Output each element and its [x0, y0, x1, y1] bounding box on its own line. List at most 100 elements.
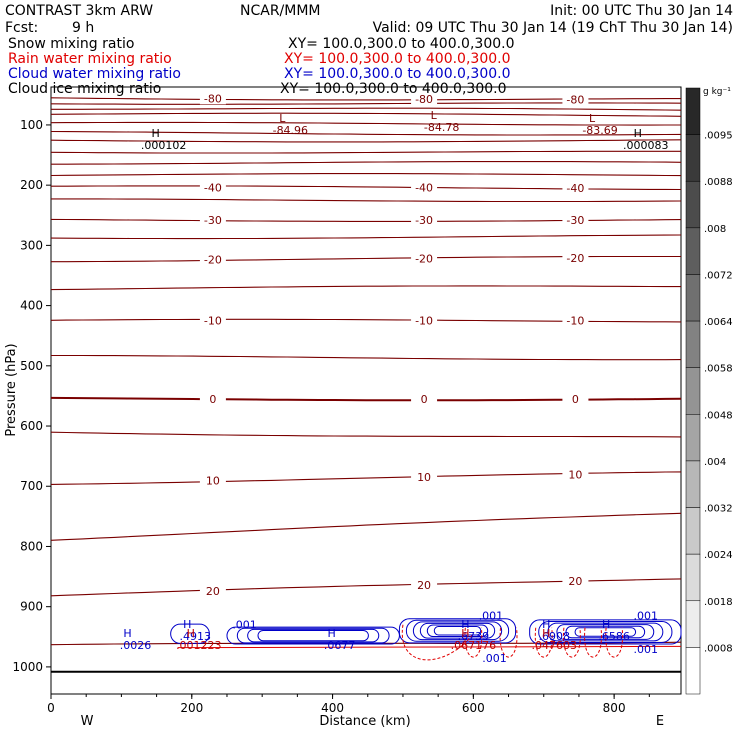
extrema-markers: L-84.96L-84.78L-83.69H.000102H.000083H.0… — [51, 109, 681, 673]
isotherm-line — [50, 139, 682, 143]
isotherm-label: -20 — [204, 254, 222, 267]
isotherm-label: -40 — [566, 182, 584, 195]
x-tick-label: 200 — [180, 701, 203, 715]
isotherm-label-bg — [562, 93, 589, 106]
colorbar-label: .0064 — [704, 317, 733, 328]
isotherm-label: 20 — [568, 575, 582, 588]
field-rain-xy: XY= 100.0,300.0 to 400.0,300.0 — [284, 51, 511, 67]
cloud-water-contour — [538, 620, 673, 643]
colorbar-label: .0048 — [704, 410, 733, 421]
colorbar-label: .0018 — [704, 597, 733, 608]
isotherm-label: 0 — [209, 393, 216, 406]
cloud-water-contour — [170, 623, 210, 644]
colorbar-swatch — [685, 507, 701, 555]
isotherm-label-bg — [411, 252, 438, 265]
extremum-value: .067176 — [451, 639, 497, 652]
rain-water-contour — [534, 627, 553, 658]
x-tick-label: 0 — [47, 701, 55, 715]
isotherm-label: 20 — [206, 585, 220, 598]
isotherm-label-bg — [199, 314, 226, 327]
cloud-water-contours — [170, 618, 682, 645]
isotherm-label-bg — [562, 181, 589, 194]
colorbar-label: .0008 — [704, 643, 733, 654]
colorbar-label: .0072 — [704, 270, 733, 281]
high-marker: H — [634, 127, 642, 140]
extremum-value: .6908 — [539, 630, 571, 643]
colorbar-label: .008 — [704, 224, 726, 235]
colorbar-swatch — [685, 647, 701, 695]
isotherm-line — [50, 234, 682, 240]
isotherm-line — [51, 161, 682, 165]
isotherm-label-bg — [199, 474, 226, 487]
isotherm-label: -40 — [415, 182, 433, 195]
fcst-label: Fcst: — [5, 20, 38, 36]
colorbar-swatch — [685, 227, 701, 275]
low-marker: L — [279, 112, 286, 125]
field-cloudwater-name: Cloud water mixing ratio — [8, 66, 181, 82]
extremum-value: -83.69 — [582, 124, 617, 137]
isotherm-label-bg — [411, 214, 438, 227]
isotherm-label: -30 — [204, 214, 222, 227]
high-marker: H — [461, 627, 469, 640]
isotherm-label: -30 — [566, 214, 584, 227]
x-tick-label: 800 — [603, 701, 626, 715]
rain-water-contour — [605, 627, 624, 658]
cloud-water-contour — [257, 629, 369, 642]
cloud-water-contour — [426, 624, 489, 638]
extremum-value: .6739 — [458, 630, 490, 643]
y-tick-label: 400 — [20, 299, 43, 313]
extremum-value: .6586 — [598, 630, 630, 643]
extremum-value: .4913 — [180, 630, 212, 643]
y-tick-label: 800 — [20, 539, 43, 553]
high-marker: H — [151, 127, 159, 140]
isotherm-label-bg — [411, 314, 438, 327]
colorbar-swatch — [685, 87, 701, 135]
high-marker: H — [542, 627, 550, 640]
high-marker: H — [542, 618, 550, 631]
x-east-label: E — [656, 714, 664, 729]
isotherm-line — [51, 198, 682, 203]
org-label: NCAR/MMM — [240, 3, 321, 19]
isotherm-contours — [50, 97, 682, 646]
cloud-water-label: .001 — [634, 610, 659, 623]
cloud-water-contour — [398, 618, 517, 644]
isotherm-line — [50, 512, 682, 541]
colorbar-label: .0032 — [704, 504, 733, 515]
isotherm-label-bg — [411, 579, 438, 592]
rain-water-contour — [584, 627, 602, 658]
field-snow-xy: XY= 100.0,300.0 to 400.0,300.0 — [288, 36, 515, 52]
rain-water-contour — [401, 624, 474, 661]
extremum-value: .000083 — [623, 139, 669, 152]
isotherm-label-bg — [562, 214, 589, 227]
isotherm-label: -20 — [566, 252, 584, 265]
colorbar-unit: g kg⁻¹ — [703, 87, 731, 97]
y-tick-label: 600 — [20, 419, 43, 433]
cloud-water-contour — [412, 621, 503, 641]
isotherm-label-bg — [562, 392, 589, 405]
isotherm-label-bg — [562, 468, 589, 481]
colorbar-swatch — [685, 553, 701, 602]
isotherm-label-bg — [199, 214, 226, 227]
x-tick-label: 400 — [321, 701, 344, 715]
fcst-value: 9 h — [72, 20, 94, 36]
isotherm-label-bg — [199, 585, 226, 598]
colorbar-swatch — [685, 320, 701, 368]
colorbar: .0095 .0088 .008 .0072 .0064 .0058 .0048 .004 .0… — [685, 87, 733, 695]
isotherm-label-bg — [199, 92, 226, 105]
isotherm-label: -30 — [415, 214, 433, 227]
isotherm-label: 0 — [421, 393, 428, 406]
extremum-value: .0026 — [120, 639, 152, 652]
colorbar-label: .0024 — [704, 550, 733, 561]
isotherm-label: 10 — [206, 475, 220, 488]
field-snow-name: Snow mixing ratio — [8, 36, 134, 52]
y-tick-label: 900 — [20, 600, 43, 614]
isotherm-label: -10 — [204, 315, 222, 328]
rain-water-contour — [177, 645, 682, 649]
isotherm-line — [50, 173, 682, 177]
isotherm-label: -80 — [566, 93, 584, 106]
cloud-water-label: .001 — [482, 652, 507, 665]
cloud-water-contour — [247, 628, 380, 643]
colorbar-swatch — [685, 134, 701, 182]
isotherm-label: -80 — [415, 93, 433, 106]
cloud-water-contour — [419, 622, 496, 639]
